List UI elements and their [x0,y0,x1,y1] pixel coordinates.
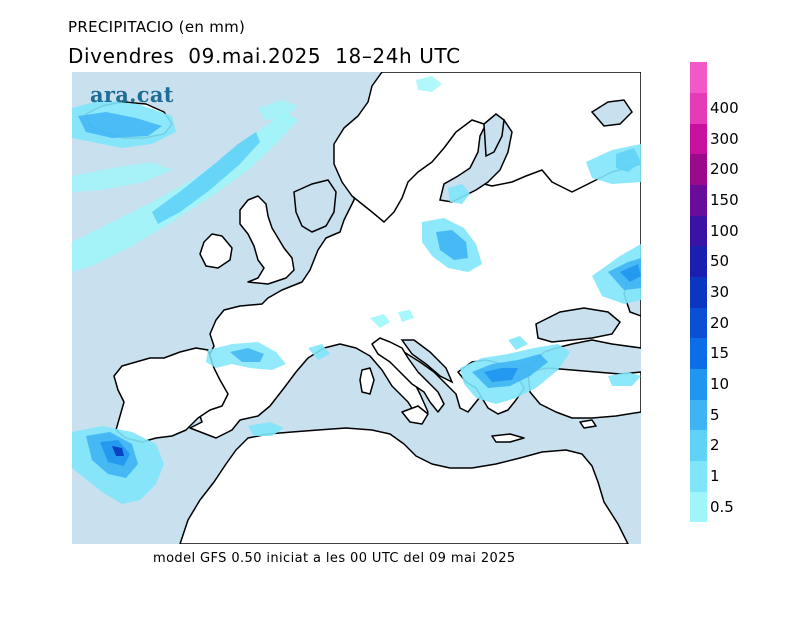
land-crete [491,433,525,443]
legend-swatch [690,338,707,370]
sea-white [590,99,633,127]
legend-swatch [690,92,707,124]
sea-adriatic [400,339,454,384]
brand-logo: ara.cat [90,82,174,107]
legend-label: 1 [710,467,720,485]
map-canvas [72,72,641,544]
legend-color-bar [690,62,707,523]
land-great-britain [239,195,295,285]
legend-label: 300 [710,129,739,148]
model-run-caption: model GFS 0.50 iniciat a les 00 UTC del … [153,551,516,566]
land-masses [85,72,641,544]
precipitation-map: ara.cat [72,72,641,544]
legend-swatch [690,246,707,278]
chart-title-period: Divendres 09.mai.2025 18–24h UTC [68,44,461,68]
land-sardinia [359,367,375,395]
legend-label: 10 [710,375,730,393]
precipitation-legend: 0.5 1 2 5 10 15 20 30 50 100 150 200 300 400 [690,62,800,532]
inland-seas [293,99,641,384]
legend-swatch [690,368,707,400]
legend-swatch [690,307,707,339]
land-cyprus [579,419,597,429]
legend-swatch [690,215,707,247]
land-ireland [199,233,233,269]
legend-swatch [690,123,707,155]
legend-label: 2 [710,436,720,455]
legend-label: 400 [710,99,739,117]
legend-label: 5 [710,405,720,424]
legend-label: 0.5 [710,497,734,516]
sea-north [293,179,337,233]
legend-swatch [690,399,707,431]
sea-black [535,307,621,343]
legend-swatch [690,62,707,94]
chart-title-variable: PRECIPITACIO (en mm) [68,18,246,36]
legend-swatch [690,154,707,186]
precipitation-overlay [72,76,641,504]
legend-label: 20 [710,313,730,332]
sea-gulf-of-bothnia [483,113,505,158]
legend-label: 150 [710,191,739,209]
legend-swatch [690,276,707,308]
legend-swatch [690,184,707,216]
legend-label: 200 [710,160,739,179]
legend-label: 30 [710,283,730,301]
legend-swatch [690,430,707,462]
land-italy [371,337,445,413]
legend-swatch [690,491,707,523]
legend-label: 50 [710,252,730,271]
legend-label: 100 [710,221,739,240]
land-north-africa [179,427,629,544]
legend-label: 15 [710,344,730,363]
land-sicily [401,405,429,425]
legend-swatch [690,460,707,492]
